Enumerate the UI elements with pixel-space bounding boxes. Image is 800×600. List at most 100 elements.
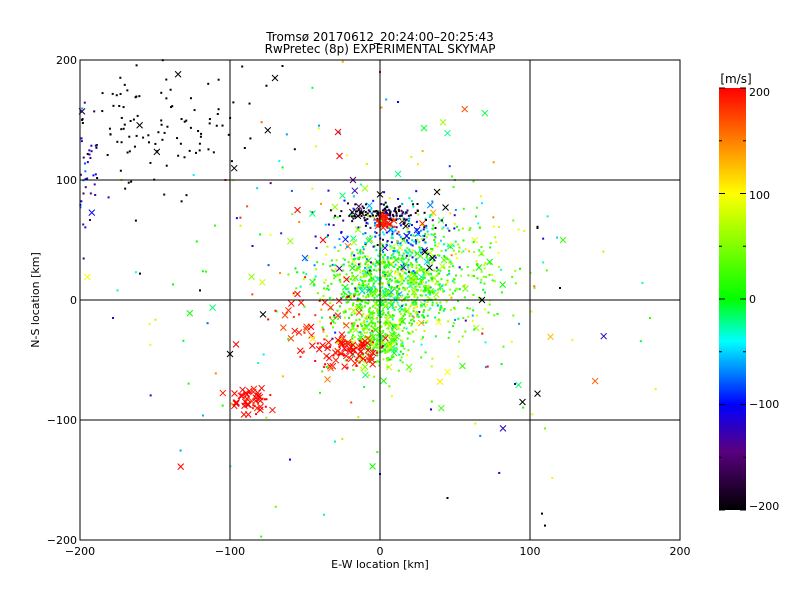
data-point-dot — [479, 195, 482, 198]
data-point-dot — [343, 292, 346, 295]
data-point-dot — [333, 277, 336, 280]
data-point-dot — [317, 124, 320, 127]
data-point-dot — [426, 304, 429, 307]
data-point-dot — [468, 307, 471, 310]
data-point-dot — [422, 228, 425, 231]
data-point-dot — [406, 227, 409, 230]
data-point-dot — [333, 270, 336, 273]
data-point-dot — [412, 272, 415, 275]
data-point-cross — [258, 278, 266, 286]
data-point-dot — [450, 254, 453, 257]
data-point-cross — [302, 325, 310, 333]
data-point-dot — [475, 215, 478, 218]
data-point-dot — [405, 239, 408, 242]
data-point-dot — [429, 408, 432, 411]
data-point-dot — [401, 264, 404, 267]
data-point-dot — [354, 269, 357, 272]
data-point-dot — [169, 88, 172, 91]
data-point-dot — [166, 125, 169, 128]
data-point-dot — [477, 222, 480, 225]
data-point-dot — [260, 121, 263, 124]
data-point-dot — [365, 295, 368, 298]
data-point-dot — [333, 216, 336, 219]
data-point-dot — [116, 289, 119, 292]
data-point-dot — [492, 161, 495, 164]
data-point-dot — [345, 288, 348, 291]
data-point-dot — [480, 253, 483, 256]
data-point-dot — [322, 513, 325, 516]
data-point-dot — [351, 337, 354, 340]
data-point-dot — [448, 261, 451, 264]
data-point-dot — [86, 152, 89, 155]
data-point-dot — [458, 288, 461, 291]
data-point-dot — [374, 231, 377, 234]
data-point-dot — [512, 314, 515, 317]
data-point-dot — [338, 131, 341, 134]
data-point-dot — [463, 284, 466, 287]
data-point-dot — [269, 233, 272, 236]
data-point-dot — [392, 253, 395, 256]
data-point-dot — [409, 234, 412, 237]
data-point-dot — [112, 104, 115, 107]
data-point-dot — [452, 325, 455, 328]
data-point-dot — [94, 144, 97, 147]
data-point-dot — [317, 127, 320, 130]
data-point-dot — [362, 328, 365, 331]
data-point-dot — [214, 224, 216, 227]
data-point-dot — [370, 339, 373, 342]
data-point-dot — [380, 219, 383, 222]
data-point-dot — [82, 192, 85, 195]
data-point-dot — [383, 191, 386, 194]
data-point-dot — [154, 142, 157, 145]
data-point-dot — [305, 259, 308, 262]
data-point-dot — [399, 205, 402, 208]
data-point-dot — [357, 256, 360, 259]
data-point-dot — [83, 101, 86, 104]
data-point-dot — [409, 319, 412, 322]
data-point-dot — [388, 226, 391, 229]
data-point-dot — [354, 203, 357, 206]
data-point-dot — [374, 290, 377, 293]
data-point-dot — [346, 278, 349, 281]
data-point-dot — [122, 127, 125, 130]
data-point-dot — [424, 294, 427, 297]
data-point-dot — [422, 289, 425, 292]
data-point-dot — [357, 338, 360, 341]
data-point-dot — [386, 366, 389, 369]
data-point-dot — [358, 282, 361, 285]
data-point-dot — [341, 284, 344, 287]
data-point-dot — [403, 221, 406, 224]
data-point-dot — [94, 173, 97, 176]
data-point-dot — [449, 309, 452, 312]
data-point-dot — [371, 262, 374, 265]
data-point-dot — [370, 341, 373, 344]
data-point-dot — [361, 279, 364, 282]
data-point-dot — [388, 263, 391, 266]
data-point-cross — [442, 204, 449, 211]
data-point-dot — [440, 278, 443, 281]
data-point-dot — [215, 124, 218, 127]
data-point-dot — [602, 250, 605, 253]
data-point-dot — [256, 187, 259, 190]
data-point-dot — [420, 229, 423, 232]
data-point-dot — [374, 346, 377, 349]
data-point-dot — [493, 280, 496, 283]
data-point-dot — [350, 296, 353, 299]
data-point-dot — [364, 266, 367, 269]
data-point-dot — [403, 299, 406, 302]
data-point-dot — [394, 305, 397, 308]
data-point-dot — [359, 250, 362, 253]
data-point-dot — [385, 278, 388, 281]
data-point-cross — [237, 392, 245, 400]
data-point-dot — [494, 236, 497, 239]
data-point-dot — [239, 393, 242, 396]
data-point-dot — [391, 322, 394, 325]
data-point-dot — [454, 240, 457, 243]
data-point-dot — [438, 254, 441, 257]
data-point-dot — [388, 209, 391, 212]
data-point-dot — [385, 342, 388, 345]
data-point-dot — [387, 284, 390, 287]
data-point-dot — [396, 302, 399, 305]
data-point-dot — [332, 270, 335, 273]
data-point-dot — [436, 274, 439, 277]
